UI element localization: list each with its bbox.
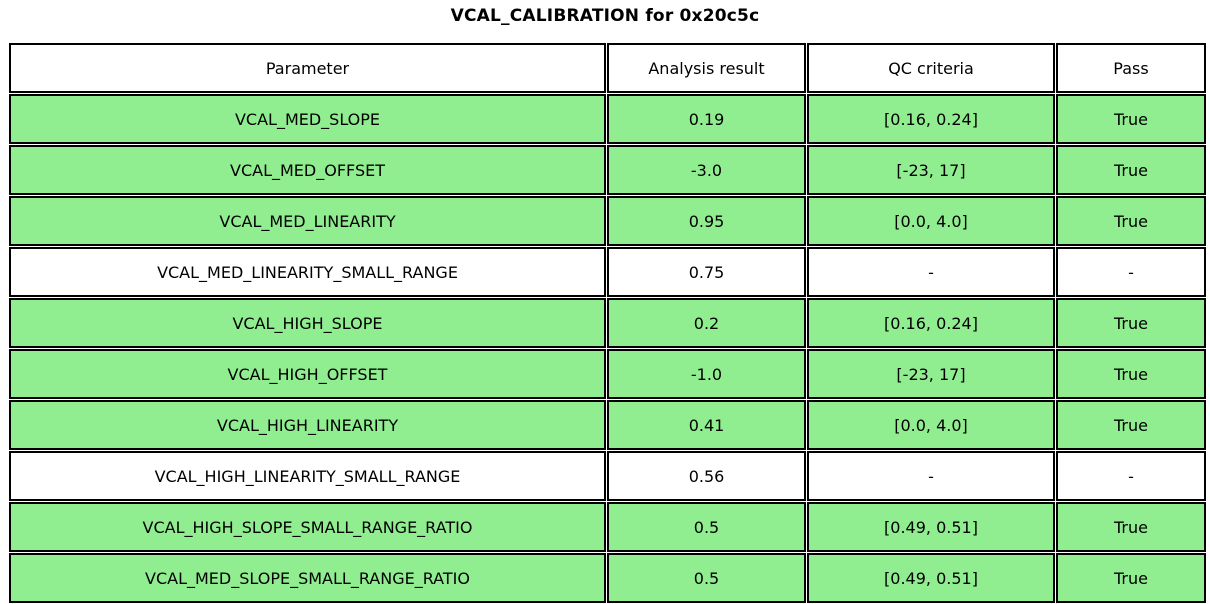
qc-criteria-cell: - xyxy=(807,451,1055,501)
parameter-cell: VCAL_MED_SLOPE xyxy=(9,94,606,144)
analysis-result-cell: -3.0 xyxy=(607,145,806,195)
table-row: VCAL_MED_LINEARITY 0.95 [0.0, 4.0] True xyxy=(9,196,1206,246)
analysis-result-cell: 0.95 xyxy=(607,196,806,246)
table-row: VCAL_HIGH_LINEARITY 0.41 [0.0, 4.0] True xyxy=(9,400,1206,450)
table-row: VCAL_MED_SLOPE 0.19 [0.16, 0.24] True xyxy=(9,94,1206,144)
analysis-result-cell: 0.56 xyxy=(607,451,806,501)
page-title: VCAL_CALIBRATION for 0x20c5c xyxy=(450,6,760,26)
column-header-analysis-result: Analysis result xyxy=(607,43,806,93)
table-row: VCAL_MED_LINEARITY_SMALL_RANGE 0.75 - - xyxy=(9,247,1206,297)
analysis-result-cell: 0.19 xyxy=(607,94,806,144)
parameter-cell: VCAL_MED_OFFSET xyxy=(9,145,606,195)
qc-criteria-cell: [-23, 17] xyxy=(807,145,1055,195)
column-header-pass: Pass xyxy=(1056,43,1206,93)
qc-criteria-cell: [-23, 17] xyxy=(807,349,1055,399)
qc-criteria-cell: [0.0, 4.0] xyxy=(807,400,1055,450)
table-body: VCAL_MED_SLOPE 0.19 [0.16, 0.24] True VC… xyxy=(9,94,1206,603)
parameter-cell: VCAL_HIGH_SLOPE xyxy=(9,298,606,348)
pass-cell: True xyxy=(1056,145,1206,195)
table-row: VCAL_MED_SLOPE_SMALL_RANGE_RATIO 0.5 [0.… xyxy=(9,553,1206,603)
analysis-result-cell: 0.5 xyxy=(607,553,806,603)
header-row: Parameter Analysis result QC criteria Pa… xyxy=(9,43,1206,93)
parameter-cell: VCAL_HIGH_LINEARITY_SMALL_RANGE xyxy=(9,451,606,501)
pass-cell: True xyxy=(1056,94,1206,144)
qc-criteria-cell: [0.16, 0.24] xyxy=(807,298,1055,348)
qc-criteria-cell: [0.49, 0.51] xyxy=(807,553,1055,603)
qc-criteria-cell: [0.49, 0.51] xyxy=(807,502,1055,552)
pass-cell: True xyxy=(1056,298,1206,348)
pass-cell: True xyxy=(1056,400,1206,450)
table-row: VCAL_MED_OFFSET -3.0 [-23, 17] True xyxy=(9,145,1206,195)
parameter-cell: VCAL_HIGH_LINEARITY xyxy=(9,400,606,450)
parameter-cell: VCAL_HIGH_OFFSET xyxy=(9,349,606,399)
table-row: VCAL_HIGH_SLOPE_SMALL_RANGE_RATIO 0.5 [0… xyxy=(9,502,1206,552)
pass-cell: - xyxy=(1056,451,1206,501)
column-header-qc-criteria: QC criteria xyxy=(807,43,1055,93)
analysis-result-cell: 0.5 xyxy=(607,502,806,552)
pass-cell: True xyxy=(1056,196,1206,246)
parameter-cell: VCAL_MED_LINEARITY xyxy=(9,196,606,246)
analysis-result-cell: 0.2 xyxy=(607,298,806,348)
pass-cell: True xyxy=(1056,502,1206,552)
parameter-cell: VCAL_HIGH_SLOPE_SMALL_RANGE_RATIO xyxy=(9,502,606,552)
column-header-parameter: Parameter xyxy=(9,43,606,93)
analysis-result-cell: 0.75 xyxy=(607,247,806,297)
analysis-result-cell: 0.41 xyxy=(607,400,806,450)
parameter-cell: VCAL_MED_LINEARITY_SMALL_RANGE xyxy=(9,247,606,297)
parameter-cell: VCAL_MED_SLOPE_SMALL_RANGE_RATIO xyxy=(9,553,606,603)
qc-criteria-cell: - xyxy=(807,247,1055,297)
table-row: VCAL_HIGH_SLOPE 0.2 [0.16, 0.24] True xyxy=(9,298,1206,348)
table-header: Parameter Analysis result QC criteria Pa… xyxy=(9,43,1206,93)
table-row: VCAL_HIGH_OFFSET -1.0 [-23, 17] True xyxy=(9,349,1206,399)
pass-cell: True xyxy=(1056,553,1206,603)
pass-cell: True xyxy=(1056,349,1206,399)
qc-results-table: Parameter Analysis result QC criteria Pa… xyxy=(8,42,1207,604)
pass-cell: - xyxy=(1056,247,1206,297)
qc-criteria-cell: [0.16, 0.24] xyxy=(807,94,1055,144)
table-row: VCAL_HIGH_LINEARITY_SMALL_RANGE 0.56 - - xyxy=(9,451,1206,501)
qc-criteria-cell: [0.0, 4.0] xyxy=(807,196,1055,246)
analysis-result-cell: -1.0 xyxy=(607,349,806,399)
